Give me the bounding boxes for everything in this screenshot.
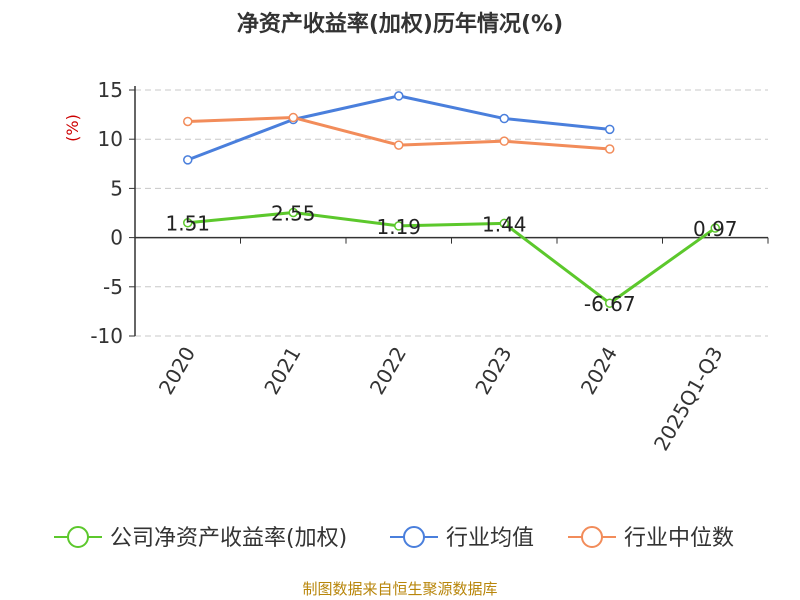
x-ticks: 2020 2021 2022 2023 2024 2025Q1-Q3	[134, 237, 769, 455]
legend-label: 公司净资产收益率(加权)	[110, 526, 347, 551]
x-tick-label: 2021	[259, 343, 305, 399]
y-tick-label: -5	[103, 275, 123, 299]
data-labels: 1.51 2.55 1.19 1.44 -6.67 0.97	[165, 202, 737, 317]
data-point	[499, 113, 509, 124]
x-tick-label: 2024	[576, 343, 622, 399]
series-group	[183, 91, 720, 308]
source-note: 制图数据来自恒生聚源数据库	[302, 580, 497, 598]
data-label: 1.19	[376, 215, 421, 239]
chart-title: 净资产收益率(加权)历年情况(%)	[237, 11, 563, 37]
legend: 公司净资产收益率(加权) 行业均值 行业中位数	[54, 526, 734, 551]
data-point	[605, 144, 615, 154]
data-point	[183, 155, 193, 165]
data-point	[605, 124, 615, 135]
data-point	[183, 217, 193, 228]
y-tick-label: 10	[98, 127, 123, 151]
grid	[135, 89, 768, 337]
data-point	[288, 207, 298, 218]
data-point	[394, 91, 404, 101]
data-label: 2.55	[271, 202, 316, 226]
data-point	[183, 116, 193, 127]
series-line	[187, 211, 717, 305]
legend-label: 行业均值	[446, 526, 534, 551]
x-tick-label: 2023	[470, 343, 516, 399]
data-point	[710, 223, 720, 233]
data-label: 1.51	[165, 212, 210, 236]
axes	[134, 86, 768, 336]
legend-marker	[67, 526, 89, 548]
data-point	[605, 298, 615, 308]
y-tick-label: -10	[90, 324, 123, 348]
y-tick-label: 15	[98, 78, 123, 102]
legend-marker	[403, 526, 425, 548]
data-label: 0.97	[693, 217, 738, 241]
legend-marker	[581, 526, 603, 548]
x-tick-label: 2025Q1-Q3	[649, 343, 728, 455]
y-ticks: -10 -5 0 5 10 15	[90, 78, 135, 348]
data-point	[499, 218, 509, 229]
x-tick-label: 2022	[365, 343, 411, 399]
y-axis-label: (%)	[63, 114, 82, 142]
data-point	[394, 140, 404, 150]
data-label: -6.67	[584, 292, 636, 316]
legend-label: 行业中位数	[624, 526, 734, 551]
series-line	[187, 94, 610, 162]
x-tick-label: 2020	[154, 343, 200, 399]
y-tick-label: 0	[110, 226, 123, 250]
data-label: 1.44	[482, 212, 527, 236]
data-point	[394, 221, 404, 231]
data-point	[499, 136, 509, 146]
data-point	[288, 112, 298, 123]
y-tick-label: 5	[110, 176, 123, 200]
